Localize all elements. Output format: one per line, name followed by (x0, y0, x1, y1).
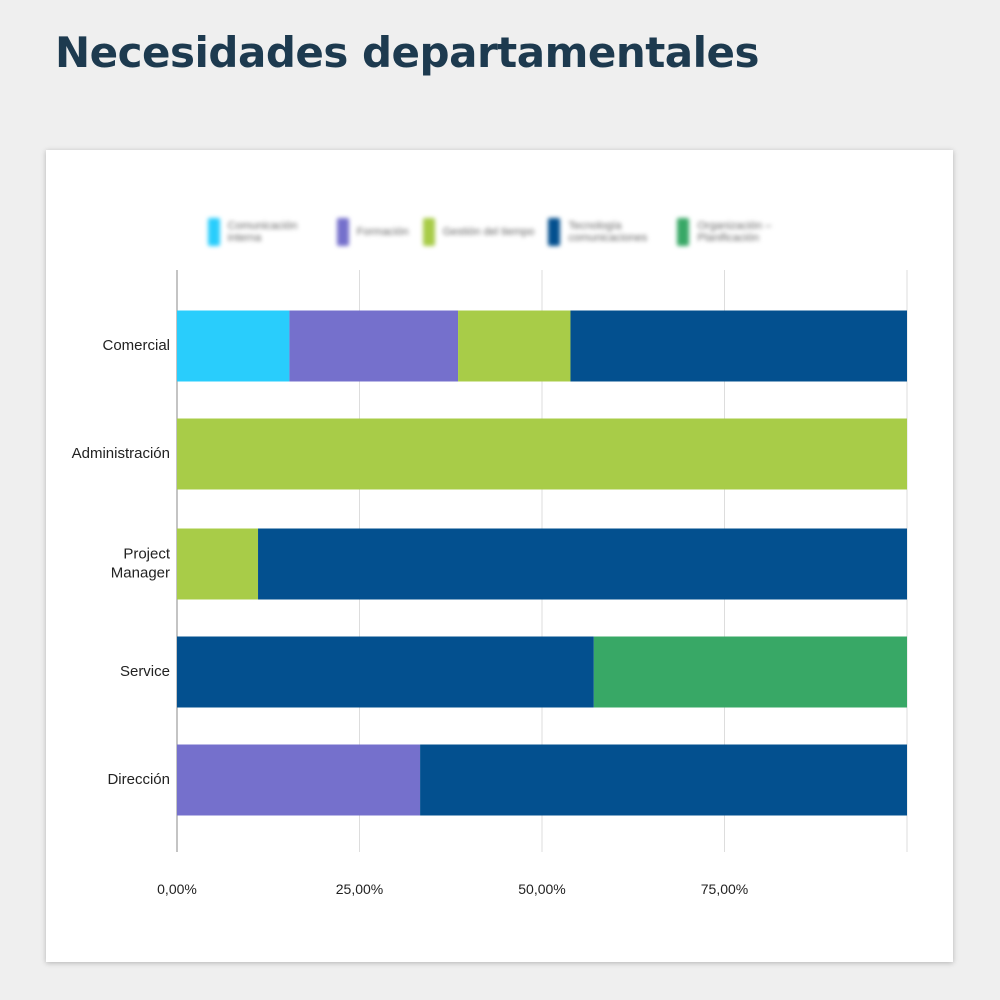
legend-item: Gestión del tiempo (422, 218, 535, 246)
bar-segment (258, 528, 907, 600)
legend-label: Gestión del tiempo (442, 226, 535, 238)
category-label: Manager (111, 564, 170, 581)
legend-label: Comunicación interna (227, 220, 298, 244)
legend-swatch (422, 218, 435, 246)
bar-segment (177, 636, 594, 708)
category-label: Administración (72, 445, 170, 462)
legend-swatch (207, 218, 220, 246)
bar-segment (177, 528, 259, 600)
legend-swatch (677, 218, 690, 246)
legend-item: Tecnología comunicaciones (548, 218, 663, 246)
category-label: Project (123, 545, 171, 562)
category-label: Dirección (107, 771, 170, 788)
legend-label: Formación (356, 226, 409, 238)
page-title: Necesidades departamentales (55, 28, 760, 77)
legend-swatch (548, 218, 561, 246)
legend-swatch (336, 218, 349, 246)
x-tick-label: 50,00% (518, 881, 565, 897)
bar-segment (177, 744, 421, 816)
bar-segment (177, 310, 290, 382)
bar-segment (420, 744, 907, 816)
legend-item: Organización – Planificación (677, 218, 792, 246)
bar-segment (570, 310, 907, 382)
bar-segment (177, 418, 907, 490)
x-tick-label: 25,00% (336, 881, 383, 897)
chart-legend: Comunicación interna Formación Gestión del… (0, 215, 1000, 249)
category-label: Comercial (102, 337, 170, 354)
bar-segment (593, 636, 907, 708)
category-label: Service (120, 663, 170, 680)
bar-segment (289, 310, 459, 382)
legend-item: Comunicación interna (207, 218, 323, 246)
x-tick-label: 0,00% (157, 881, 197, 897)
bar-segment (458, 310, 571, 382)
x-tick-label: 75,00% (701, 881, 748, 897)
legend-label: Tecnología comunicaciones (568, 220, 648, 244)
legend-label: Organización – Planificación (697, 220, 772, 244)
legend-item: Formación (336, 218, 409, 246)
